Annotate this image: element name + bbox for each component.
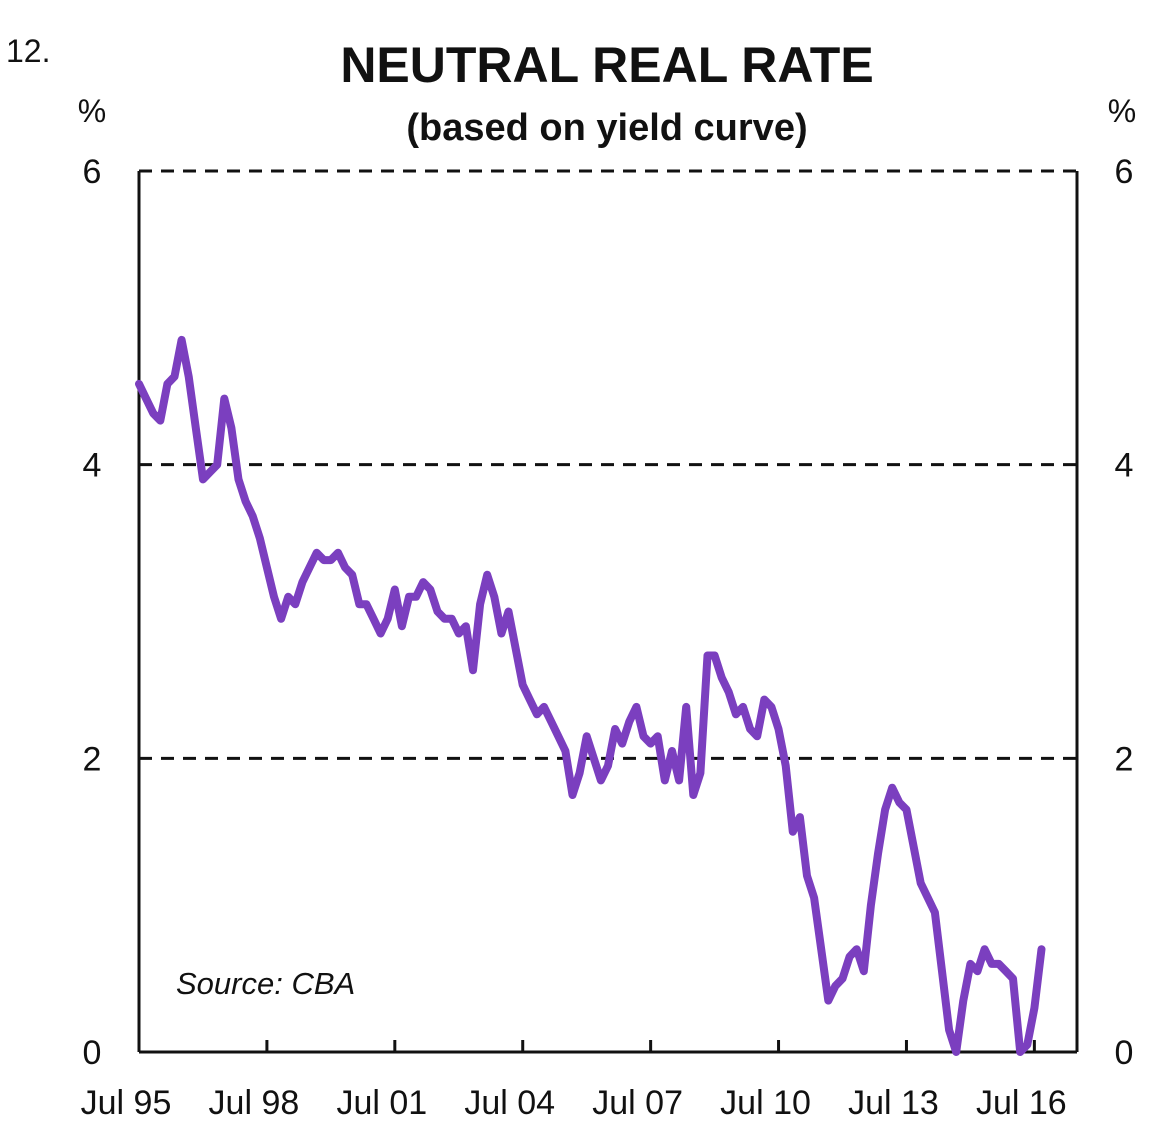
x-tick-label: Jul 10	[720, 1084, 811, 1122]
axes: 0 0 2 2 4 4 6 6 Jul 95 Jul 98 Jul 01 Jul 04 Jul 07 Ju…	[81, 153, 1134, 1122]
x-tick-label: Jul 01	[336, 1084, 427, 1122]
y-tick-label-right: 4	[1115, 447, 1134, 485]
y-unit-right: %	[1108, 93, 1136, 129]
y-tick-label-right: 2	[1115, 740, 1134, 778]
x-tick-label: Jul 95	[81, 1084, 172, 1122]
x-tick-label: Jul 98	[209, 1084, 300, 1122]
grid	[139, 169, 1077, 760]
x-tick-label: Jul 04	[464, 1084, 555, 1122]
x-tick-label: Jul 16	[976, 1084, 1067, 1122]
x-tick-label: Jul 13	[848, 1084, 939, 1122]
y-tick-label-left: 2	[83, 740, 102, 778]
y-tick-label-left: 4	[83, 447, 102, 485]
y-unit-left: %	[78, 93, 106, 129]
chart-number: 12.	[6, 33, 50, 69]
y-tick-label-left: 6	[83, 153, 102, 191]
y-tick-label-right: 0	[1115, 1034, 1134, 1072]
chart-title: NEUTRAL REAL RATE	[340, 37, 873, 93]
y-tick-label-right: 6	[1115, 153, 1134, 191]
source-note: Source: CBA	[176, 966, 355, 1001]
x-tick-label: Jul 07	[592, 1084, 683, 1122]
y-tick-label-left: 0	[83, 1034, 102, 1072]
chart-subtitle: (based on yield curve)	[406, 107, 807, 149]
series-line	[135, 335, 1046, 1056]
series-line-group	[135, 335, 1046, 1056]
